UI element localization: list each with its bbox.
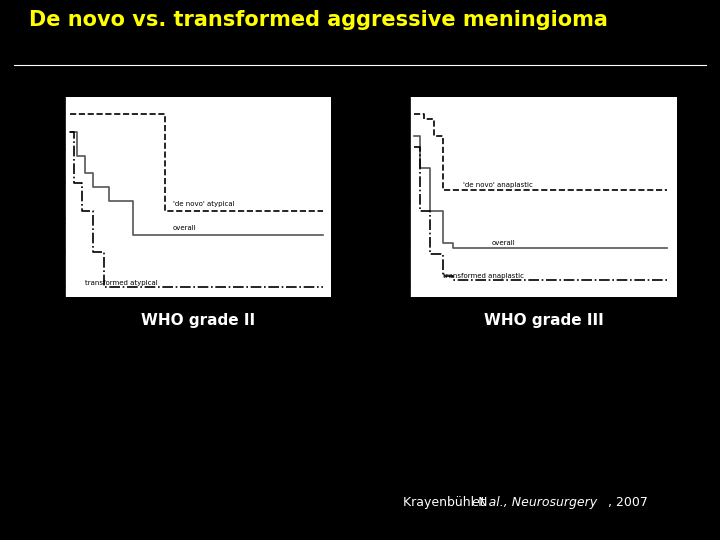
Text: transformed anaplastic: transformed anaplastic xyxy=(444,273,524,279)
Text: overall: overall xyxy=(492,240,516,246)
Y-axis label: Percent: Percent xyxy=(30,181,38,213)
Y-axis label: Percent: Percent xyxy=(375,181,384,213)
Text: overall: overall xyxy=(173,225,197,231)
Text: WHO grade II: WHO grade II xyxy=(141,313,255,328)
Text: , 2007: , 2007 xyxy=(608,496,648,509)
Text: 'de novo' anaplastic: 'de novo' anaplastic xyxy=(463,183,533,188)
Text: De novo vs. transformed aggressive meningioma: De novo vs. transformed aggressive menin… xyxy=(29,10,608,30)
X-axis label: Years from Transformation/Diagnosis to Death/Last follow-up: Years from Transformation/Diagnosis to D… xyxy=(92,319,304,325)
Text: WHO grade III: WHO grade III xyxy=(484,313,603,328)
Text: 'de novo' atypical: 'de novo' atypical xyxy=(173,201,234,207)
Text: Krayenbühl N: Krayenbühl N xyxy=(403,496,492,509)
Text: transformed atypical: transformed atypical xyxy=(86,280,158,286)
X-axis label: Years from Transformation/Diagnosis to Death/Last follow-up: Years from Transformation/Diagnosis to D… xyxy=(438,319,649,325)
Text: et al., Neurosurgery: et al., Neurosurgery xyxy=(472,496,597,509)
